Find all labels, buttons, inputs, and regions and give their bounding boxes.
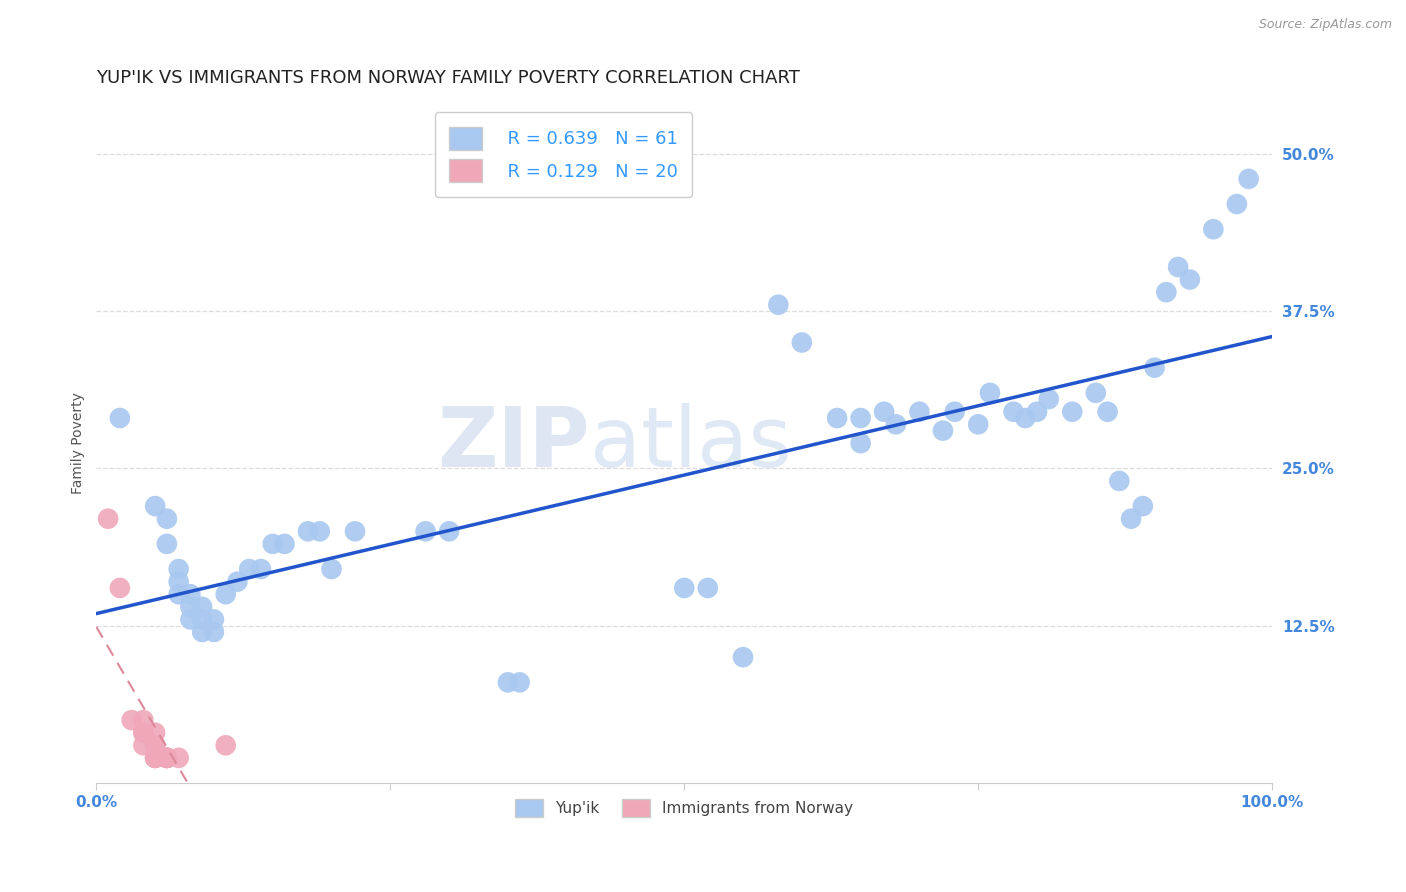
Point <box>238 562 260 576</box>
Text: atlas: atlas <box>591 402 792 483</box>
Point <box>132 713 155 727</box>
Point <box>979 385 1001 400</box>
Legend: Yup'ik, Immigrants from Norway: Yup'ik, Immigrants from Norway <box>509 793 859 823</box>
Point <box>121 713 143 727</box>
Point <box>179 599 201 614</box>
Point <box>97 512 120 526</box>
Point <box>308 524 330 539</box>
Point <box>191 612 214 626</box>
Point <box>202 625 225 640</box>
Point <box>1097 405 1119 419</box>
Point <box>215 739 238 753</box>
Point <box>943 405 966 419</box>
Point <box>273 537 295 551</box>
Point <box>250 562 273 576</box>
Point <box>167 751 190 765</box>
Point <box>179 587 201 601</box>
Point <box>156 537 179 551</box>
Point <box>344 524 367 539</box>
Point <box>415 524 437 539</box>
Point <box>1202 222 1225 236</box>
Point <box>156 512 179 526</box>
Point <box>167 587 190 601</box>
Point <box>191 625 214 640</box>
Point <box>143 751 166 765</box>
Point <box>1062 405 1084 419</box>
Point <box>932 424 955 438</box>
Point <box>1237 172 1260 186</box>
Text: Source: ZipAtlas.com: Source: ZipAtlas.com <box>1258 18 1392 31</box>
Point <box>696 581 718 595</box>
Y-axis label: Family Poverty: Family Poverty <box>72 392 86 494</box>
Point <box>1084 385 1107 400</box>
Point <box>1143 360 1166 375</box>
Point <box>673 581 696 595</box>
Point <box>1119 512 1142 526</box>
Point <box>768 298 790 312</box>
Point <box>226 574 249 589</box>
Point <box>156 751 179 765</box>
Point <box>262 537 284 551</box>
Point <box>179 612 201 626</box>
Point <box>731 650 754 665</box>
Text: ZIP: ZIP <box>437 402 591 483</box>
Point <box>849 411 872 425</box>
Point <box>1178 272 1201 286</box>
Point <box>967 417 990 432</box>
Point <box>143 751 166 765</box>
Point <box>156 751 179 765</box>
Point <box>1132 499 1154 513</box>
Point <box>884 417 907 432</box>
Point <box>108 411 131 425</box>
Point <box>143 739 166 753</box>
Point <box>132 725 155 739</box>
Point <box>132 725 155 739</box>
Point <box>143 499 166 513</box>
Point <box>509 675 531 690</box>
Point <box>437 524 460 539</box>
Point <box>908 405 931 419</box>
Point <box>496 675 519 690</box>
Point <box>143 725 166 739</box>
Point <box>143 739 166 753</box>
Point <box>1038 392 1060 406</box>
Point <box>873 405 896 419</box>
Point <box>321 562 343 576</box>
Point <box>156 751 179 765</box>
Point <box>1156 285 1178 300</box>
Point <box>825 411 848 425</box>
Point <box>790 335 813 350</box>
Text: YUP'IK VS IMMIGRANTS FROM NORWAY FAMILY POVERTY CORRELATION CHART: YUP'IK VS IMMIGRANTS FROM NORWAY FAMILY … <box>97 69 800 87</box>
Point <box>297 524 319 539</box>
Point <box>191 599 214 614</box>
Point <box>132 739 155 753</box>
Point <box>1026 405 1049 419</box>
Point <box>1002 405 1025 419</box>
Point <box>167 562 190 576</box>
Point <box>1167 260 1189 274</box>
Point <box>108 581 131 595</box>
Point <box>202 612 225 626</box>
Point <box>156 751 179 765</box>
Point <box>1226 197 1249 211</box>
Point <box>156 751 179 765</box>
Point <box>215 587 238 601</box>
Point <box>1014 411 1036 425</box>
Point <box>143 751 166 765</box>
Point <box>849 436 872 450</box>
Point <box>167 574 190 589</box>
Point <box>1108 474 1130 488</box>
